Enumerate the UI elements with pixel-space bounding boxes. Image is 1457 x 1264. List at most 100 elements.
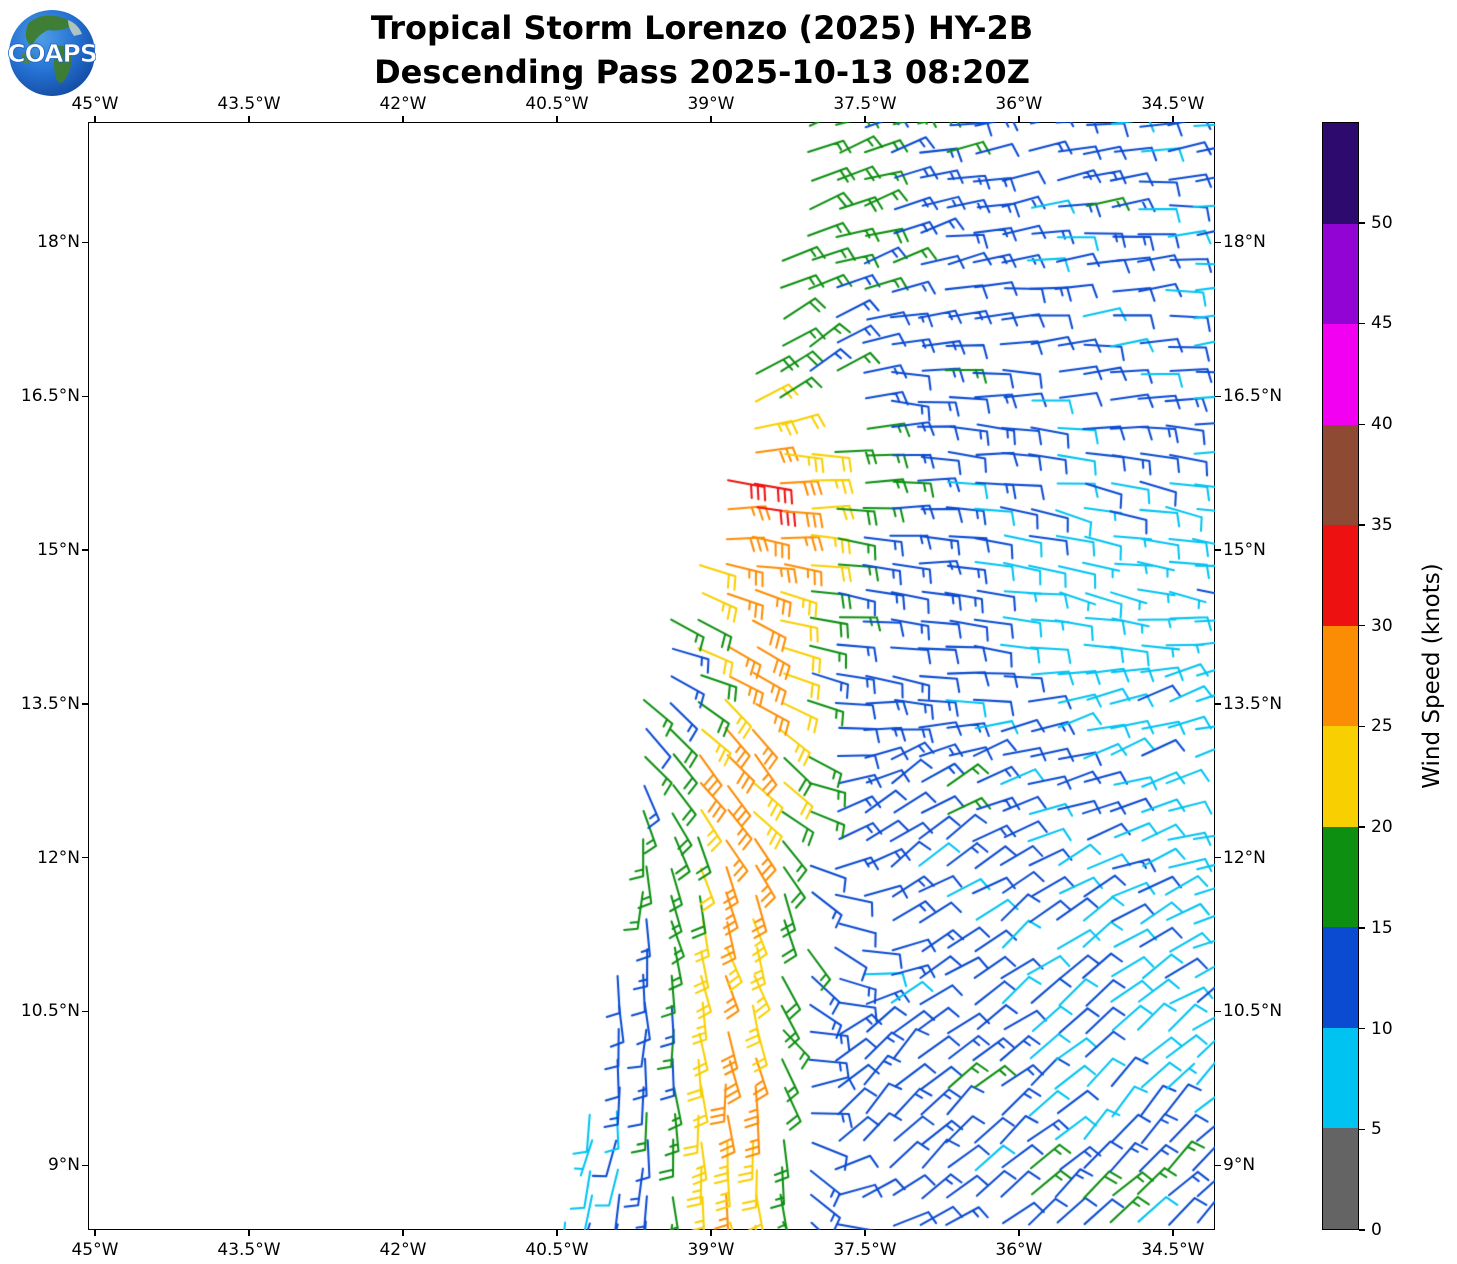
- x-tick-mark: [402, 116, 404, 122]
- colorbar-segment: [1323, 826, 1358, 928]
- x-tick-mark: [402, 1230, 404, 1236]
- y-tick-mark: [1215, 549, 1221, 551]
- x-tick-mark: [248, 1230, 250, 1236]
- x-tick-label-top: 34.5°W: [1141, 94, 1205, 114]
- colorbar-tick-mark: [1359, 423, 1365, 425]
- y-tick-mark: [82, 549, 88, 551]
- x-tick-mark: [864, 116, 866, 122]
- y-tick-mark: [1215, 857, 1221, 859]
- y-tick-label-right: 18°N: [1223, 232, 1266, 253]
- colorbar-tick-label: 5: [1371, 1119, 1382, 1140]
- y-tick-label-left: 9°N: [47, 1155, 80, 1176]
- y-tick-label-left: 18°N: [37, 232, 80, 253]
- x-tick-label-bottom: 45°W: [71, 1240, 119, 1260]
- colorbar-tick-mark: [1359, 826, 1365, 828]
- x-tick-label-top: 42°W: [379, 94, 427, 114]
- page-subtitle: Descending Pass 2025-10-13 08:20Z: [374, 53, 1030, 91]
- x-tick-label-bottom: 39°W: [687, 1240, 735, 1260]
- colorbar-tick-mark: [1359, 625, 1365, 627]
- colorbar-tick-label: 10: [1371, 1018, 1393, 1039]
- colorbar-tick-mark: [1359, 524, 1365, 526]
- colorbar-tick-mark: [1359, 725, 1365, 728]
- x-tick-mark: [1172, 116, 1174, 122]
- x-tick-mark: [1018, 1230, 1020, 1236]
- colorbar-tick-label: 20: [1371, 817, 1393, 838]
- colorbar-tick-mark: [1359, 927, 1365, 929]
- page-title: Tropical Storm Lorenzo (2025) HY-2B: [370, 9, 1034, 47]
- colorbar-segment: [1323, 726, 1358, 827]
- y-tick-label-left: 12°N: [37, 847, 80, 868]
- colorbar-tick-label: 30: [1371, 615, 1393, 636]
- x-tick-label-top: 37.5°W: [833, 94, 897, 114]
- colorbar-tick-label: 25: [1371, 716, 1393, 737]
- x-tick-mark: [94, 116, 96, 122]
- y-tick-mark: [82, 1164, 88, 1166]
- y-tick-label-right: 15°N: [1223, 539, 1266, 560]
- logo-text: COAPS: [8, 39, 96, 68]
- colorbar-tick-mark: [1359, 1027, 1365, 1030]
- y-tick-mark: [1215, 703, 1221, 705]
- colorbar-segment: [1323, 223, 1358, 325]
- y-tick-label-right: 9°N: [1223, 1155, 1256, 1176]
- x-tick-label-top: 45°W: [71, 94, 119, 114]
- y-tick-mark: [1215, 1164, 1221, 1166]
- x-tick-mark: [710, 116, 712, 122]
- y-tick-label-left: 13.5°N: [20, 693, 80, 714]
- coaps-logo: COAPS: [8, 10, 96, 96]
- y-tick-mark: [82, 703, 88, 705]
- colorbar-tick-mark: [1359, 322, 1365, 325]
- x-tick-mark: [1172, 1230, 1174, 1236]
- y-tick-label-left: 10.5°N: [20, 1001, 80, 1022]
- x-tick-label-top: 43.5°W: [217, 94, 281, 114]
- x-tick-label-bottom: 42°W: [379, 1240, 427, 1260]
- wind-barb-field: [88, 122, 1215, 1230]
- y-tick-label-left: 16.5°N: [20, 386, 80, 407]
- x-tick-label-bottom: 34.5°W: [1141, 1240, 1205, 1260]
- wind-speed-colorbar: [1322, 122, 1359, 1230]
- colorbar-segment: [1323, 927, 1358, 1028]
- colorbar-segment: [1323, 1027, 1358, 1129]
- colorbar-tick-label: 35: [1371, 514, 1393, 535]
- y-tick-label-right: 16.5°N: [1223, 386, 1283, 407]
- x-tick-label-top: 36°W: [995, 94, 1043, 114]
- x-tick-mark: [556, 116, 558, 122]
- colorbar-tick-label: 0: [1371, 1220, 1382, 1240]
- x-tick-mark: [710, 1230, 712, 1236]
- y-tick-mark: [82, 857, 88, 859]
- y-tick-label-right: 10.5°N: [1223, 1001, 1283, 1022]
- y-tick-mark: [1215, 395, 1221, 398]
- colorbar-tick-label: 50: [1371, 212, 1393, 233]
- colorbar-segment: [1323, 324, 1358, 425]
- colorbar-tick-label: 40: [1371, 414, 1393, 435]
- colorbar-tick-mark: [1359, 1128, 1365, 1131]
- colorbar-segment: [1323, 525, 1358, 626]
- y-tick-mark: [82, 241, 88, 244]
- y-tick-mark: [82, 395, 88, 398]
- x-tick-label-top: 39°W: [687, 94, 735, 114]
- x-tick-mark: [94, 1230, 96, 1236]
- y-tick-mark: [82, 1010, 88, 1013]
- x-tick-label-bottom: 37.5°W: [833, 1240, 897, 1260]
- colorbar-segment: [1323, 424, 1358, 526]
- colorbar-tick-label: 45: [1371, 313, 1393, 334]
- x-tick-label-bottom: 40.5°W: [525, 1240, 589, 1260]
- x-tick-mark: [864, 1230, 866, 1236]
- x-tick-label-bottom: 36°W: [995, 1240, 1043, 1260]
- x-tick-mark: [248, 116, 250, 122]
- colorbar-segment: [1323, 1128, 1358, 1229]
- y-tick-mark: [1215, 241, 1221, 244]
- y-tick-label-right: 12°N: [1223, 847, 1266, 868]
- x-tick-label-top: 40.5°W: [525, 94, 589, 114]
- x-tick-label-bottom: 43.5°W: [217, 1240, 281, 1260]
- y-tick-mark: [1215, 1010, 1221, 1013]
- x-tick-mark: [1018, 116, 1020, 122]
- y-tick-label-right: 13.5°N: [1223, 693, 1283, 714]
- x-tick-mark: [556, 1230, 558, 1236]
- colorbar-segment: [1323, 123, 1358, 224]
- colorbar-tick-mark: [1359, 1229, 1365, 1231]
- y-tick-label-left: 15°N: [37, 539, 80, 560]
- colorbar-title: Wind Speed (knots): [1419, 563, 1445, 789]
- colorbar-segment: [1323, 625, 1358, 727]
- colorbar-tick-label: 15: [1371, 917, 1393, 938]
